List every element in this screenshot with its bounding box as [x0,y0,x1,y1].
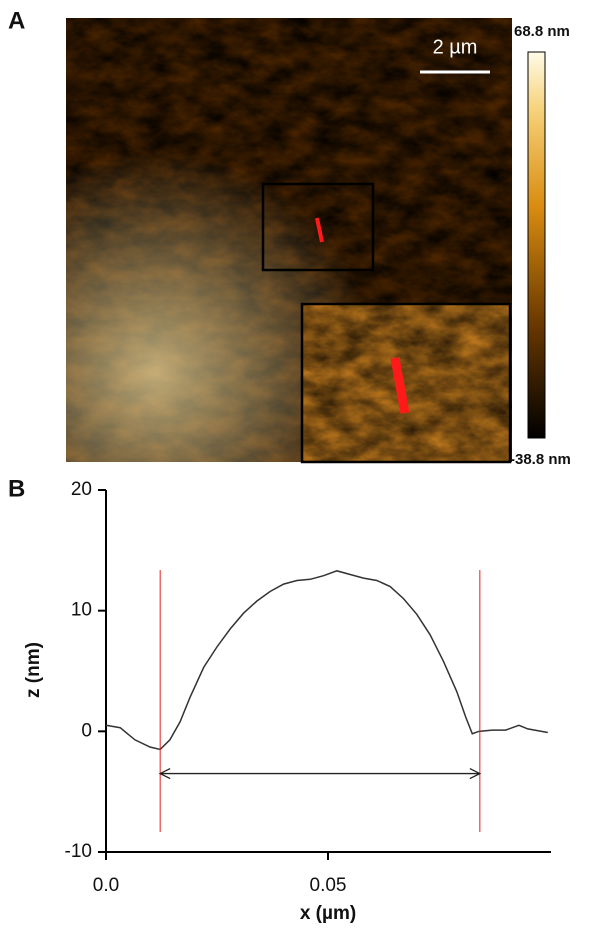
x-axis-label: x (µm) [300,903,356,924]
y-axis-label: z (nm) [23,642,44,698]
panel-label: B [8,475,25,502]
y-tick-label: -10 [65,841,92,862]
y-tick-label: 20 [71,479,92,500]
scale-bar-label: 2 µm [433,36,478,58]
colorbar-max: 68.8 nm [514,23,570,40]
afm-image: 2 µm [66,18,512,464]
width-arrow [158,767,482,780]
colorbar-min: -38.8 nm [510,451,571,468]
colorbar: 68.8 nm -38.8 nm [510,23,571,468]
x-tick-label: 0.05 [310,875,347,896]
profile-line [105,570,548,751]
panel-label: A [8,7,25,34]
y-tick-label: 0 [81,720,92,741]
y-tick-label: 10 [71,600,92,621]
x-tick-label: 0.0 [93,875,119,896]
